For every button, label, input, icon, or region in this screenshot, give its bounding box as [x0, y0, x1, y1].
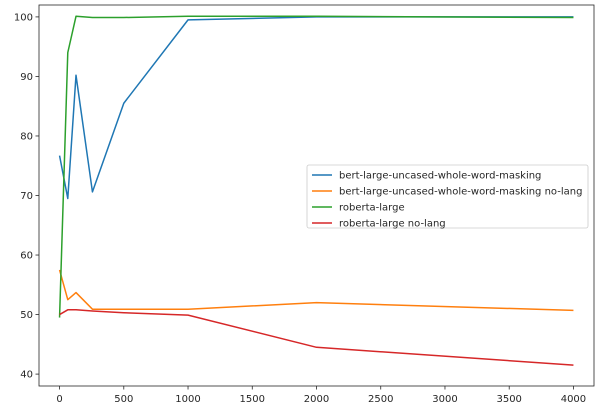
x-tick-label: 4000 [561, 394, 586, 405]
y-tick-label: 90 [20, 72, 33, 83]
plot-lines [58, 15, 574, 366]
legend-label: bert-large-uncased-whole-word-masking [339, 171, 541, 182]
y-tick-label: 50 [20, 310, 33, 321]
series-line-3 [58, 15, 574, 318]
x-tick-label: 2500 [368, 394, 393, 405]
legend-label: roberta-large [339, 203, 405, 214]
legend-label: roberta-large no-lang [339, 219, 446, 230]
y-tick-label: 100 [14, 12, 33, 23]
y-axis: 40 50 60 70 80 90 100 [14, 12, 39, 381]
x-axis: 0 500 1000 1500 2000 2500 3000 3500 4000 [56, 386, 586, 405]
x-tick-label: 500 [114, 394, 133, 405]
x-tick-label: 2000 [304, 394, 329, 405]
legend-box [306, 164, 589, 229]
y-tick-label: 60 [20, 251, 33, 262]
x-tick-label: 1500 [240, 394, 265, 405]
y-tick-label: 70 [20, 191, 33, 202]
x-tick-label: 3500 [496, 394, 521, 405]
y-tick-label: 40 [20, 370, 33, 381]
x-tick-label: 1000 [175, 394, 200, 405]
legend-label: bert-large-uncased-whole-word-masking no… [339, 187, 582, 198]
series-line-4 [59, 309, 574, 366]
legend: bert-large-uncased-whole-word-masking ber… [306, 164, 589, 230]
series-line-1 [58, 16, 574, 200]
x-tick-label: 0 [56, 394, 62, 405]
y-tick-label: 80 [20, 131, 33, 142]
series-line-2 [58, 269, 574, 312]
x-tick-label: 3000 [432, 394, 457, 405]
